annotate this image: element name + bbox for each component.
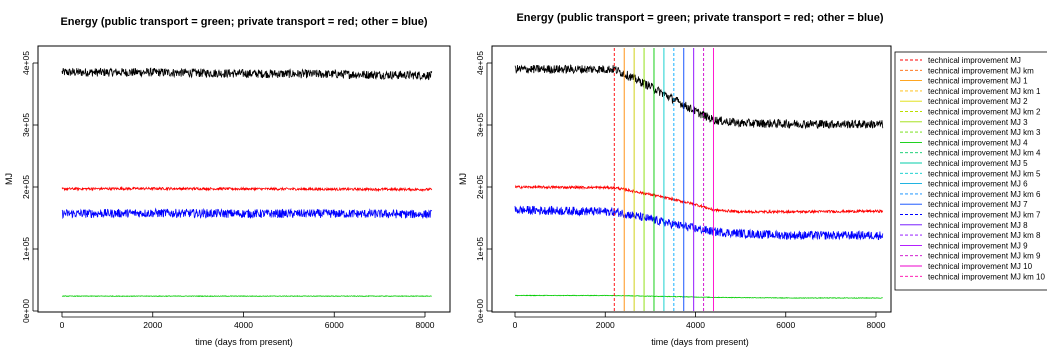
y-tick-label: 4e+05 — [21, 51, 31, 75]
series-line — [61, 207, 433, 220]
legend-label: technical improvement MJ 1 — [928, 77, 1028, 86]
x-tick-label: 2000 — [143, 320, 162, 330]
legend-label: technical improvement MJ km 9 — [928, 252, 1041, 261]
legend-label: technical improvement MJ km 4 — [928, 149, 1041, 158]
y-tick-label: 0e+00 — [475, 299, 485, 323]
improvement-lines — [613, 48, 714, 311]
plot-area — [37, 45, 451, 313]
legend-label: technical improvement MJ 7 — [928, 200, 1028, 209]
legend-label: technical improvement MJ km 2 — [928, 108, 1041, 117]
x-tick-label: 6000 — [776, 320, 795, 330]
y-axis: 0e+00 1e+05 2e+05 3e+05 4e+05 — [21, 51, 38, 323]
series-group — [514, 64, 884, 299]
x-tick-label: 8000 — [867, 320, 886, 330]
x-tick-label: 2000 — [596, 320, 615, 330]
plot-frame — [491, 45, 892, 313]
x-tick-label: 0 — [513, 320, 518, 330]
legend-label: technical improvement MJ 10 — [928, 262, 1033, 271]
x-tick-label: 6000 — [325, 320, 344, 330]
legend-box — [894, 51, 1047, 291]
chart-title: Energy (public transport = green; privat… — [60, 16, 427, 28]
legend-label: technical improvement MJ km 7 — [928, 211, 1041, 220]
x-tick-label: 4000 — [234, 320, 253, 330]
chart-right: Energy (public transport = green; privat… — [458, 12, 1047, 347]
series-line — [514, 64, 884, 130]
legend-label: technical improvement MJ km 3 — [928, 128, 1041, 137]
legend-label: technical improvement MJ km 10 — [928, 272, 1045, 281]
legend-label: technical improvement MJ 4 — [928, 138, 1028, 147]
y-tick-label: 2e+05 — [475, 175, 485, 199]
series-line — [61, 186, 433, 193]
series-line — [514, 294, 883, 299]
x-tick-label: 0 — [60, 320, 65, 330]
legend-label: technical improvement MJ km 1 — [928, 87, 1041, 96]
y-tick-label: 0e+00 — [21, 299, 31, 323]
x-axis-label: time (days from present) — [651, 337, 749, 347]
legend-label: technical improvement MJ 5 — [928, 159, 1028, 168]
chart-left: Energy (public transport = green; privat… — [4, 16, 451, 347]
legend-label: technical improvement MJ 6 — [928, 180, 1028, 189]
series-line — [514, 184, 884, 215]
y-axis-label: MJ — [458, 173, 468, 185]
legend-label: technical improvement MJ km 5 — [928, 169, 1041, 178]
y-axis: 0e+00 1e+05 2e+05 3e+05 4e+05 — [475, 51, 492, 323]
legend-label: technical improvement MJ 9 — [928, 241, 1028, 250]
legend-label: technical improvement MJ km — [928, 66, 1034, 75]
y-tick-label: 1e+05 — [21, 237, 31, 261]
y-tick-label: 3e+05 — [475, 113, 485, 137]
legend-label: technical improvement MJ 8 — [928, 221, 1028, 230]
legend-label: technical improvement MJ km 6 — [928, 190, 1041, 199]
chart-title: Energy (public transport = green; privat… — [516, 12, 883, 24]
x-tick-label: 8000 — [416, 320, 435, 330]
plot-frame — [37, 45, 451, 313]
y-tick-label: 3e+05 — [21, 113, 31, 137]
x-axis-label: time (days from present) — [195, 337, 293, 347]
x-tick-label: 4000 — [686, 320, 705, 330]
y-tick-label: 1e+05 — [475, 237, 485, 261]
series-group — [61, 67, 433, 298]
plot-area — [491, 45, 892, 313]
series-line — [61, 67, 433, 81]
y-tick-label: 4e+05 — [475, 51, 485, 75]
y-tick-label: 2e+05 — [21, 175, 31, 199]
legend-label: technical improvement MJ km 8 — [928, 231, 1041, 240]
legend-label: technical improvement MJ 3 — [928, 118, 1028, 127]
series-line — [61, 295, 432, 298]
series-line — [514, 205, 884, 241]
legend-label: technical improvement MJ 2 — [928, 97, 1028, 106]
x-axis: 0 2000 4000 6000 8000 — [60, 312, 435, 330]
y-axis-label: MJ — [4, 173, 14, 185]
x-axis: 0 2000 4000 6000 8000 — [513, 312, 886, 330]
legend-label: technical improvement MJ — [928, 56, 1021, 65]
